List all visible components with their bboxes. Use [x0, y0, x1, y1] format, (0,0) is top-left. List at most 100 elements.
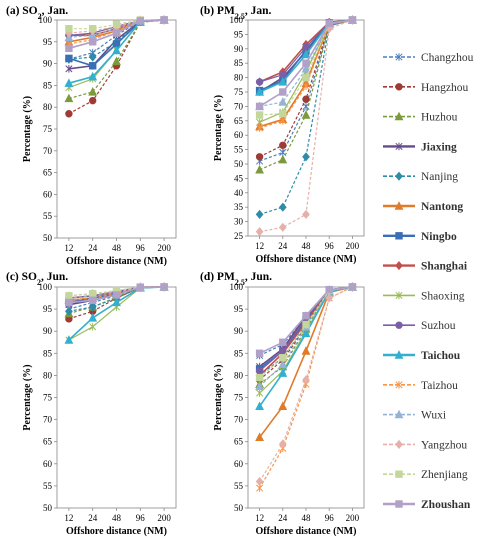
y-tick-label: 70: [234, 415, 244, 425]
y-tick-label: 85: [43, 348, 53, 358]
y-tick-label: 45: [234, 173, 244, 183]
legend-swatch-marker: [395, 321, 403, 329]
legend-item-hangzhou: Hangzhou: [383, 82, 469, 94]
legend-swatch-marker: [395, 439, 403, 449]
data-point: [325, 293, 334, 303]
data-point: [255, 381, 265, 391]
y-tick-label: 95: [43, 37, 53, 47]
series-zhoushan: [65, 16, 168, 53]
data-point: [136, 17, 145, 25]
data-point: [348, 16, 357, 24]
legend-item-wuxi: Wuxi: [383, 410, 446, 422]
y-tick-label: 80: [234, 73, 244, 83]
data-point: [278, 439, 287, 449]
data-point: [89, 322, 97, 331]
y-tick-label: 65: [43, 437, 53, 447]
series-changzhou: [256, 16, 356, 165]
data-point: [255, 164, 265, 174]
y-tick-label: 55: [43, 481, 53, 491]
data-point: [255, 209, 264, 219]
data-point: [301, 328, 311, 338]
legend-label: Changzhou: [421, 52, 474, 64]
x-tick-label: 200: [157, 243, 171, 253]
panel-title-rest: , Jan.: [42, 5, 69, 17]
data-point: [278, 222, 287, 232]
legend-item-nantong: Nantong: [383, 201, 463, 213]
legend-swatch-marker: [394, 350, 404, 359]
series-zhoushan: [255, 283, 357, 358]
x-tick-label: 12: [255, 513, 264, 523]
x-tick-label: 12: [64, 243, 73, 253]
data-point: [89, 38, 97, 46]
legend-label: Taichou: [421, 350, 461, 362]
data-point: [278, 77, 288, 86]
legend-swatch-marker: [394, 111, 404, 121]
y-tick-label: 55: [234, 145, 244, 155]
panel-title-rest: , Jan.: [245, 5, 272, 17]
series-huzhou: [255, 15, 357, 174]
legend-item-changzhou: Changzhou: [383, 52, 474, 64]
y-tick-label: 90: [43, 326, 53, 336]
y-tick-label: 50: [234, 503, 244, 513]
data-point: [64, 78, 74, 87]
data-point: [160, 283, 168, 291]
y-tick-label: 65: [43, 168, 53, 178]
y-tick-label: 60: [43, 459, 53, 469]
data-point: [64, 335, 74, 344]
y-tick-label: 95: [234, 29, 244, 39]
data-point: [301, 49, 311, 59]
legend-label: Taizhou: [421, 380, 458, 392]
legend-item-jiaxing: Jiaxing: [383, 141, 457, 153]
legend-swatch-marker: [395, 232, 403, 240]
data-point: [302, 375, 310, 385]
data-point: [302, 82, 310, 91]
legend-swatch-marker: [394, 201, 404, 210]
data-point: [255, 367, 264, 375]
data-point: [255, 401, 265, 411]
data-point: [112, 45, 121, 55]
y-tick-label: 65: [234, 437, 244, 447]
panel-title: (a) SO2, Jan.: [6, 5, 68, 21]
y-tick-label: 30: [234, 217, 244, 227]
data-point: [278, 154, 288, 164]
data-point: [112, 291, 121, 299]
legend-item-zhenjiang: Zhenjiang: [383, 469, 468, 481]
data-point: [112, 56, 121, 66]
y-tick-label: 85: [43, 80, 53, 90]
y-tick-label: 70: [43, 146, 53, 156]
y-tick-label: 60: [234, 459, 244, 469]
plot-frame: [56, 286, 177, 509]
data-point: [279, 141, 287, 149]
x-tick-label: 200: [346, 513, 360, 523]
y-axis-label: Percentage (%): [22, 364, 33, 430]
data-point: [255, 349, 264, 358]
data-point: [89, 25, 97, 33]
legend-label: Hangzhou: [421, 82, 469, 94]
y-tick-label: 50: [234, 159, 244, 169]
data-point: [325, 19, 333, 28]
y-tick-label: 60: [234, 130, 244, 140]
y-tick-label: 90: [234, 44, 244, 54]
panel-title: (c) SO2, Jun.: [6, 271, 68, 287]
y-tick-label: 50: [43, 233, 53, 243]
data-point: [302, 73, 310, 82]
data-point: [255, 227, 264, 237]
legend-swatch-marker: [395, 142, 403, 151]
data-point: [112, 20, 121, 29]
x-tick-label: 200: [346, 241, 360, 251]
y-tick-label: 90: [234, 326, 244, 336]
data-point: [256, 124, 264, 132]
data-point: [88, 87, 98, 96]
data-point: [302, 43, 310, 52]
y-tick-label: 60: [43, 189, 53, 199]
panel-title-sub: 2.5: [235, 278, 245, 287]
x-axis-label: Offshore distance (NM): [256, 254, 357, 265]
data-point: [278, 202, 287, 212]
data-point: [279, 71, 287, 79]
data-point: [255, 476, 264, 487]
legend-item-yangzhou: Yangzhou: [383, 439, 467, 451]
data-point: [278, 359, 288, 369]
y-tick-label: 80: [43, 370, 53, 380]
